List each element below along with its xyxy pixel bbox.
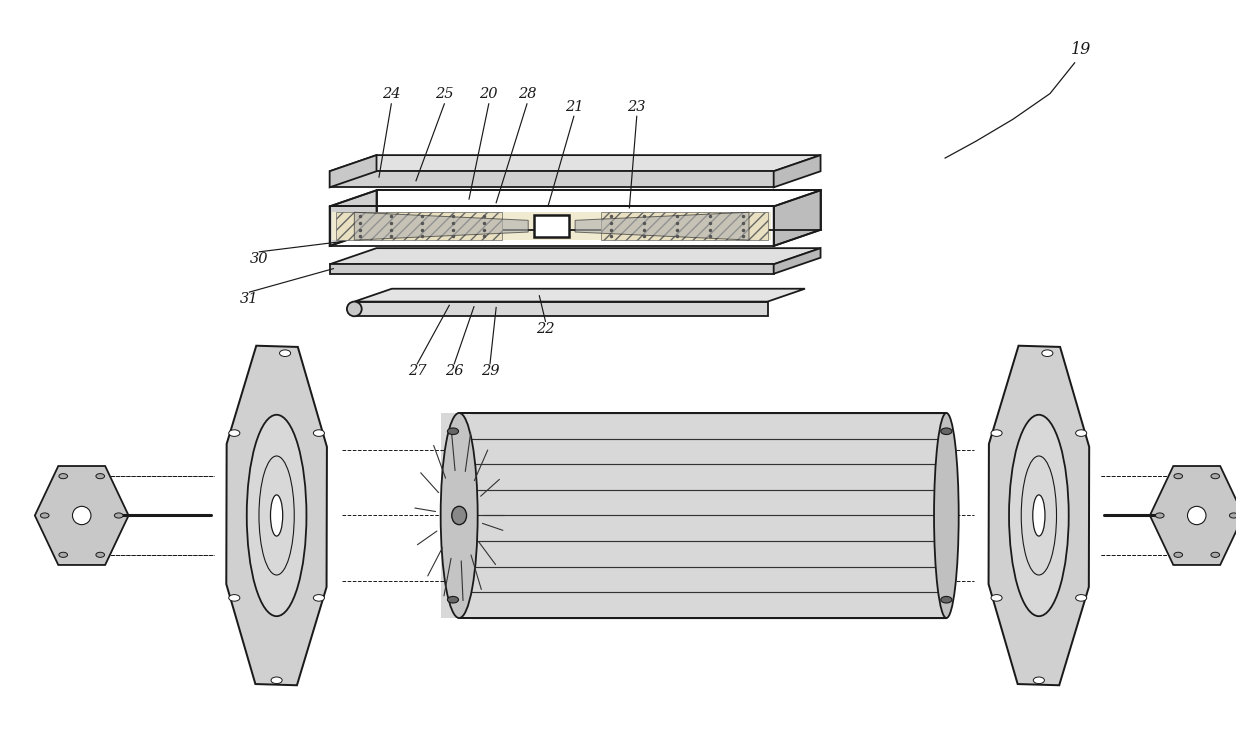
Ellipse shape bbox=[280, 350, 291, 356]
Ellipse shape bbox=[114, 513, 123, 518]
Bar bbox=[534, 215, 569, 237]
Text: 27: 27 bbox=[408, 364, 426, 378]
Polygon shape bbox=[1150, 466, 1239, 565]
Text: 28: 28 bbox=[518, 87, 536, 101]
Polygon shape bbox=[330, 190, 377, 246]
Ellipse shape bbox=[1229, 513, 1238, 518]
Ellipse shape bbox=[72, 506, 90, 525]
Ellipse shape bbox=[447, 428, 458, 435]
Polygon shape bbox=[330, 264, 773, 274]
Polygon shape bbox=[336, 213, 502, 240]
Ellipse shape bbox=[1009, 415, 1069, 616]
Polygon shape bbox=[773, 248, 820, 274]
Polygon shape bbox=[35, 466, 129, 565]
Ellipse shape bbox=[1187, 506, 1206, 525]
Ellipse shape bbox=[59, 552, 68, 557]
Polygon shape bbox=[354, 289, 805, 302]
Text: 31: 31 bbox=[240, 292, 259, 306]
Polygon shape bbox=[330, 155, 377, 187]
Text: 20: 20 bbox=[479, 87, 498, 101]
Text: 23: 23 bbox=[627, 100, 646, 114]
Ellipse shape bbox=[1033, 495, 1044, 536]
Text: 22: 22 bbox=[536, 322, 555, 336]
Ellipse shape bbox=[59, 474, 68, 479]
Polygon shape bbox=[330, 171, 773, 187]
Ellipse shape bbox=[41, 513, 50, 518]
Text: 26: 26 bbox=[445, 364, 463, 378]
Polygon shape bbox=[330, 248, 820, 264]
Ellipse shape bbox=[95, 474, 104, 479]
Text: 19: 19 bbox=[1070, 41, 1090, 58]
Ellipse shape bbox=[1173, 474, 1182, 479]
Ellipse shape bbox=[452, 506, 467, 525]
Ellipse shape bbox=[1156, 513, 1165, 518]
Polygon shape bbox=[773, 190, 820, 246]
Polygon shape bbox=[354, 302, 767, 317]
Polygon shape bbox=[227, 345, 327, 686]
Polygon shape bbox=[575, 213, 750, 240]
Ellipse shape bbox=[934, 413, 959, 618]
Ellipse shape bbox=[1033, 677, 1044, 683]
Ellipse shape bbox=[1211, 552, 1219, 557]
Ellipse shape bbox=[940, 428, 952, 435]
Ellipse shape bbox=[447, 596, 458, 603]
Polygon shape bbox=[773, 155, 820, 187]
Ellipse shape bbox=[271, 677, 282, 683]
Text: 25: 25 bbox=[435, 87, 453, 101]
Text: 24: 24 bbox=[382, 87, 400, 101]
Ellipse shape bbox=[1075, 595, 1087, 601]
Text: 21: 21 bbox=[565, 100, 584, 114]
Polygon shape bbox=[330, 155, 820, 171]
Ellipse shape bbox=[991, 430, 1002, 436]
Text: 30: 30 bbox=[250, 252, 269, 266]
Polygon shape bbox=[332, 213, 771, 240]
Ellipse shape bbox=[1075, 430, 1087, 436]
Text: 29: 29 bbox=[481, 364, 499, 378]
Ellipse shape bbox=[313, 595, 325, 601]
Ellipse shape bbox=[229, 595, 240, 601]
Polygon shape bbox=[441, 413, 947, 618]
Polygon shape bbox=[989, 345, 1089, 686]
Ellipse shape bbox=[270, 495, 282, 536]
Ellipse shape bbox=[95, 552, 104, 557]
Ellipse shape bbox=[229, 430, 240, 436]
Ellipse shape bbox=[1173, 552, 1182, 557]
Ellipse shape bbox=[1211, 474, 1219, 479]
Ellipse shape bbox=[247, 415, 306, 616]
Ellipse shape bbox=[1042, 350, 1053, 356]
Ellipse shape bbox=[313, 430, 325, 436]
Ellipse shape bbox=[991, 595, 1002, 601]
Polygon shape bbox=[601, 213, 767, 240]
Polygon shape bbox=[354, 213, 528, 240]
Ellipse shape bbox=[940, 596, 952, 603]
Ellipse shape bbox=[441, 413, 478, 618]
Ellipse shape bbox=[347, 302, 362, 317]
